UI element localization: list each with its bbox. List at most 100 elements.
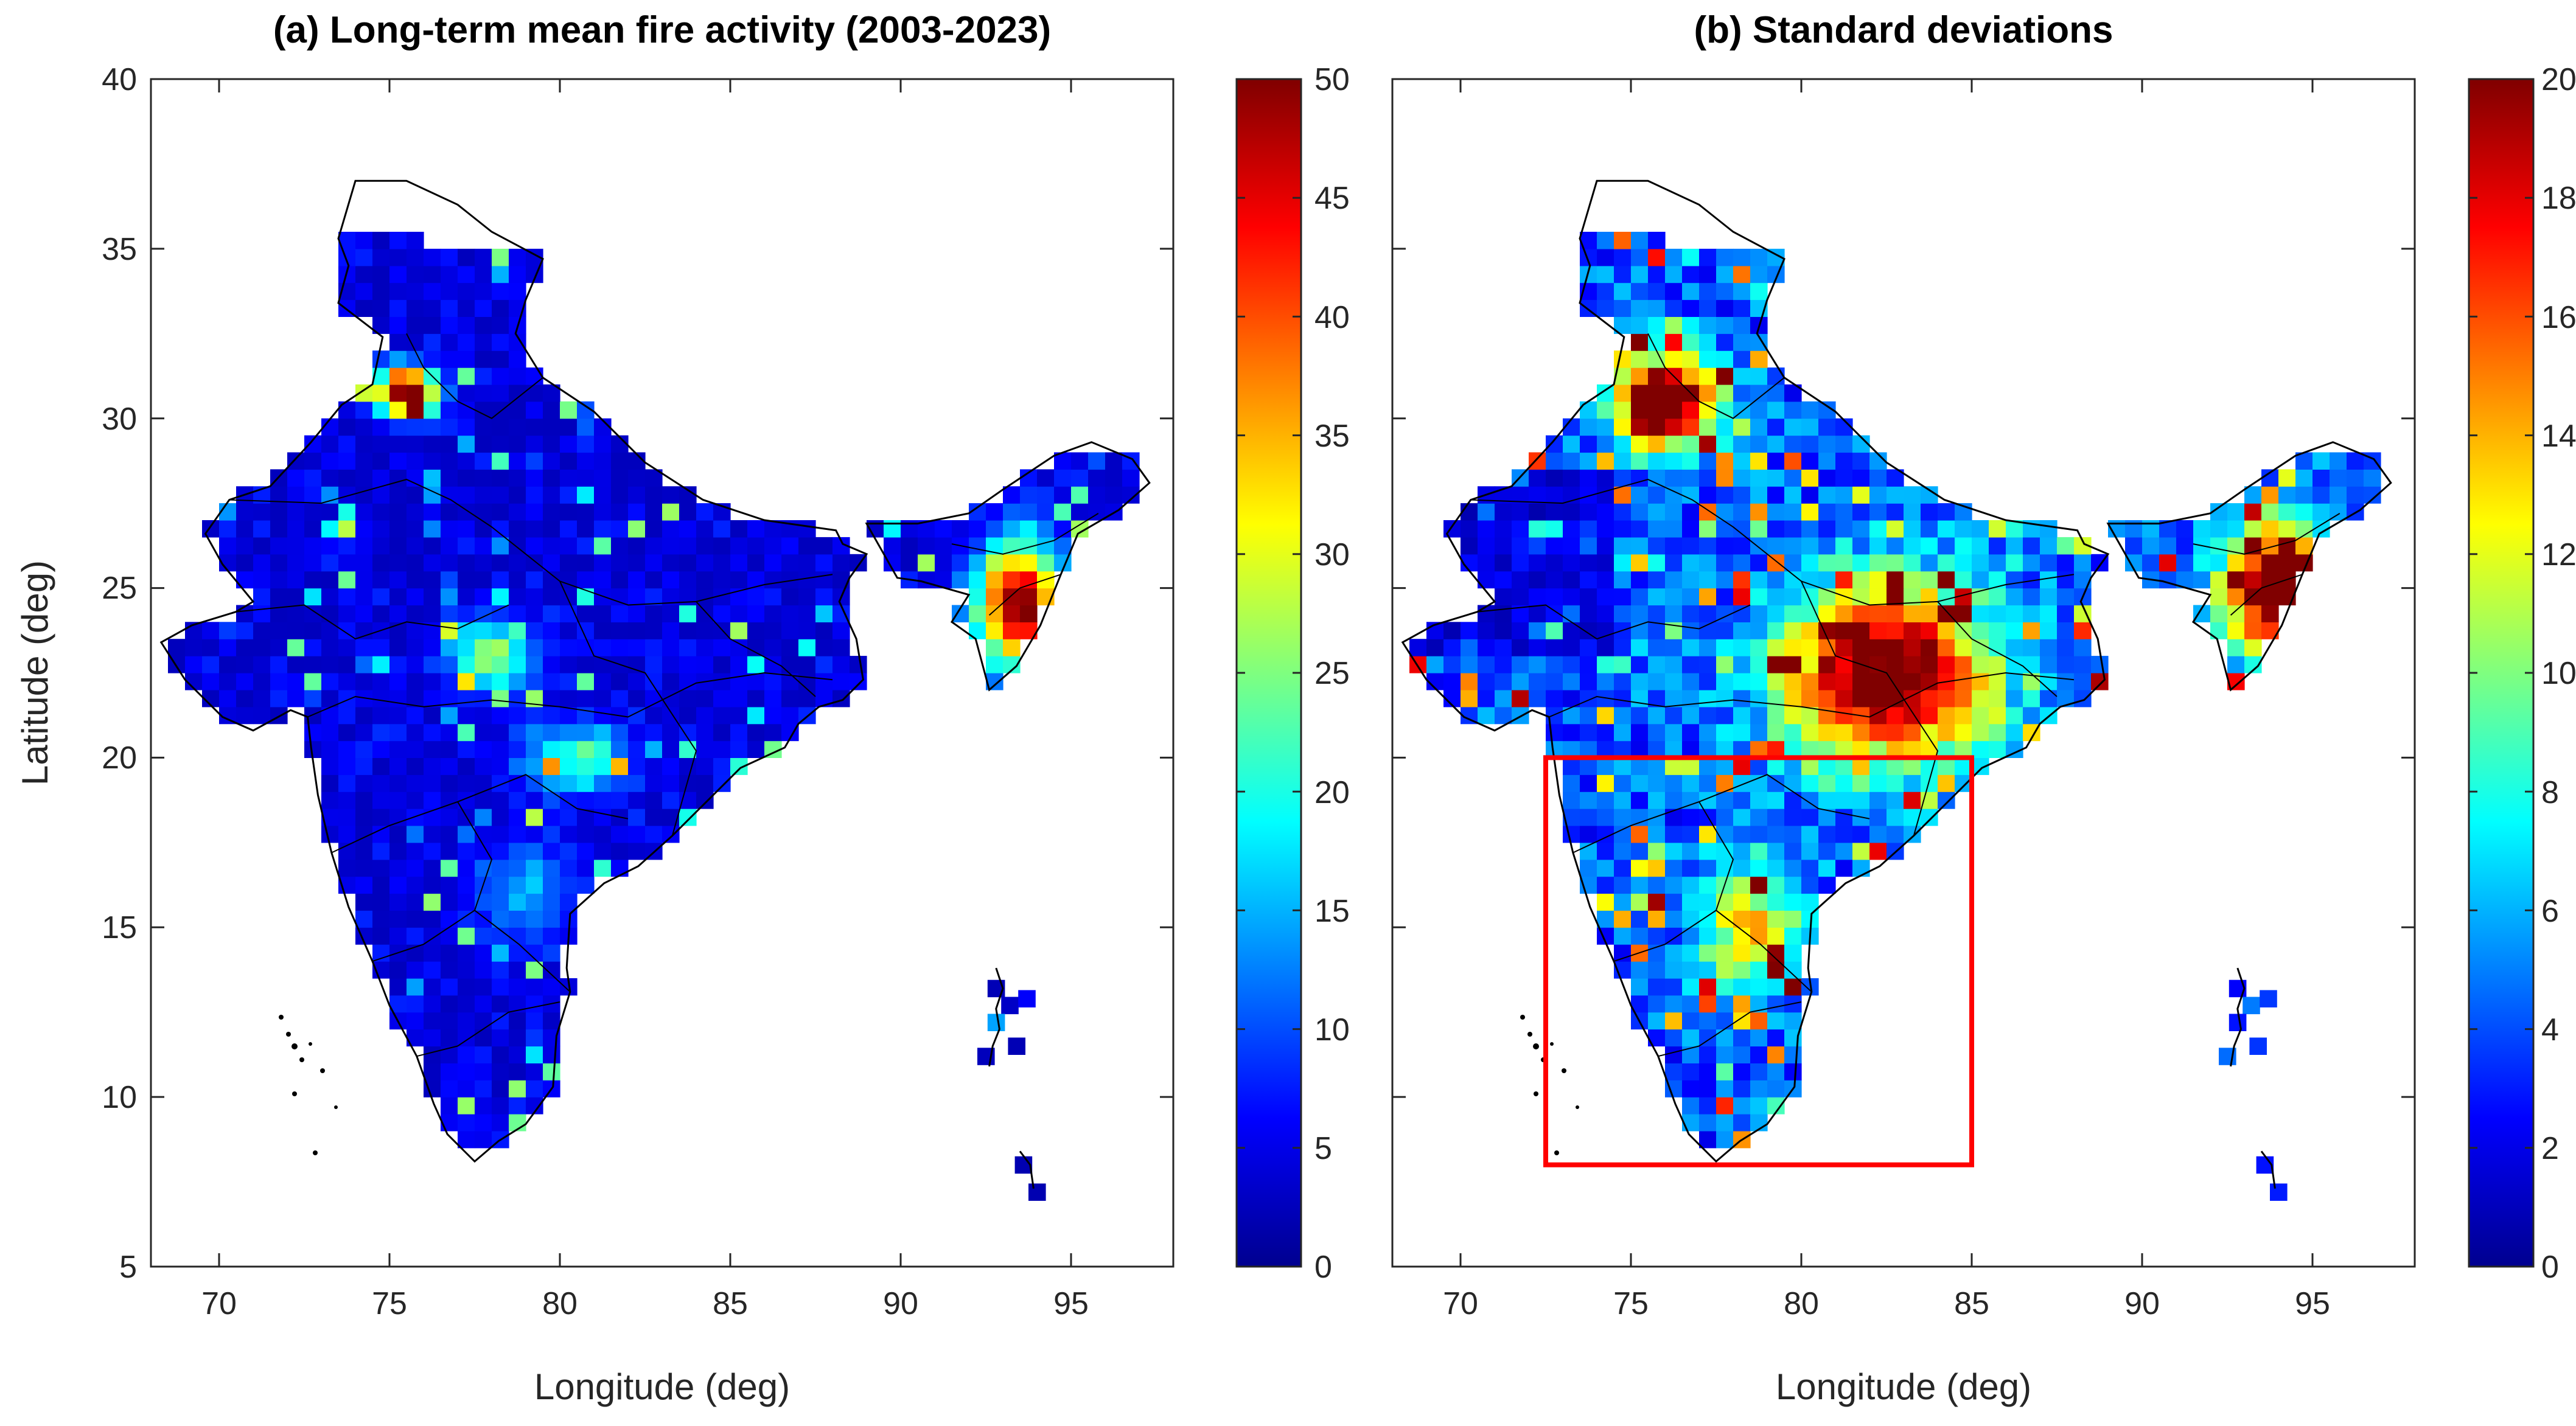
grid-cell — [1597, 248, 1614, 266]
grid-cell — [1105, 486, 1123, 504]
grid-cell — [628, 809, 646, 826]
grid-cell — [2261, 486, 2279, 504]
grid-cell — [1733, 876, 1751, 894]
grid-cell — [526, 978, 543, 996]
grid-cell — [475, 995, 492, 1013]
grid-cell — [1733, 350, 1751, 368]
grid-cell — [1767, 842, 1785, 860]
grid-cell — [407, 809, 424, 826]
grid-cell — [1733, 1012, 1751, 1030]
grid-cell — [1597, 774, 1614, 792]
grid-cell — [458, 826, 475, 843]
grid-cell — [764, 673, 782, 690]
grid-cell — [1461, 639, 1478, 656]
grid-cell — [1716, 469, 1734, 487]
grid-cell — [1443, 673, 1461, 690]
grid-cell — [2244, 503, 2262, 521]
grid-cell — [2227, 571, 2245, 589]
grid-cell — [389, 723, 407, 742]
grid-cell — [441, 469, 458, 487]
grid-cell — [1631, 859, 1649, 877]
grid-cell — [1733, 774, 1751, 792]
grid-cell — [611, 791, 629, 809]
grid-cell — [304, 452, 322, 470]
grid-cell — [1495, 706, 1512, 725]
grid-cell — [1750, 774, 1768, 792]
grid-cell — [1682, 978, 1700, 996]
grid-cell — [407, 826, 424, 843]
grid-cell — [1529, 656, 1546, 673]
grid-cell — [1716, 639, 1734, 656]
grid-cell — [1665, 265, 1683, 283]
grid-cell — [1750, 826, 1768, 843]
grid-cell — [2193, 520, 2211, 538]
grid-cell — [1478, 706, 1495, 725]
grid-cell — [577, 418, 595, 436]
grid-cell — [611, 622, 629, 639]
grid-cell — [543, 927, 560, 945]
grid-cell — [1818, 571, 1836, 589]
grid-cell — [1852, 605, 1870, 622]
grid-cell — [1001, 996, 1019, 1015]
grid-cell — [1750, 367, 1768, 385]
grid-cell — [1767, 1080, 1785, 1097]
grid-cell — [713, 639, 731, 656]
grid-cell — [372, 350, 390, 368]
grid-cell — [1835, 452, 1853, 470]
grid-cell — [696, 723, 714, 742]
grid-cell — [338, 774, 356, 792]
grid-cell — [1699, 978, 1717, 996]
grid-cell — [1512, 537, 1529, 555]
grid-cell — [372, 859, 390, 877]
grid-cell — [424, 537, 441, 555]
grid-cell — [1767, 605, 1785, 622]
panel-a-cbar-tick-5: 5 — [1314, 1131, 1332, 1166]
grid-cell — [1989, 723, 2006, 742]
grid-cell — [1088, 469, 1106, 487]
grid-cell — [492, 1063, 509, 1080]
grid-cell — [424, 757, 441, 775]
grid-cell — [1699, 350, 1717, 368]
grid-cell — [594, 791, 612, 809]
panel-a-xlabel: Longitude (deg) — [534, 1366, 790, 1407]
grid-cell — [389, 452, 407, 470]
grid-cell — [1665, 1046, 1683, 1063]
grid-cell — [1614, 265, 1632, 283]
grid-cell — [696, 554, 714, 572]
grid-cell — [492, 910, 509, 928]
grid-cell — [441, 1063, 458, 1080]
grid-cell — [2057, 656, 2075, 673]
grid-cell — [1648, 316, 1666, 334]
grid-cell — [1921, 639, 1938, 656]
grid-cell — [560, 689, 578, 708]
grid-cell — [509, 774, 526, 792]
grid-cell — [526, 367, 543, 385]
grid-cell — [372, 232, 390, 249]
grid-cell — [458, 944, 475, 962]
grid-cell — [458, 265, 475, 283]
grid-cell — [2227, 503, 2245, 521]
grid-cell — [475, 1012, 492, 1030]
grid-cell — [1614, 486, 1632, 504]
grid-cell — [645, 503, 663, 521]
grid-cell — [560, 520, 578, 538]
grid-cell — [696, 537, 714, 555]
grid-cell — [935, 554, 952, 572]
grid-cell — [1699, 706, 1717, 725]
grid-cell — [1784, 910, 1802, 928]
grid-cell — [355, 639, 373, 656]
grid-cell — [1648, 1012, 1666, 1030]
grid-cell — [1733, 673, 1751, 690]
grid-cell — [509, 723, 526, 742]
grid-cell — [1122, 469, 1140, 487]
grid-cell — [355, 757, 373, 775]
grid-cell — [287, 639, 305, 656]
grid-cell — [611, 639, 629, 656]
grid-cell — [1733, 282, 1751, 301]
grid-cell — [304, 469, 322, 487]
grid-cell — [1699, 282, 1717, 301]
grid-cell — [1767, 927, 1785, 945]
grid-cell — [1682, 927, 1700, 945]
grid-cell — [2227, 639, 2245, 656]
grid-cell — [372, 588, 390, 606]
